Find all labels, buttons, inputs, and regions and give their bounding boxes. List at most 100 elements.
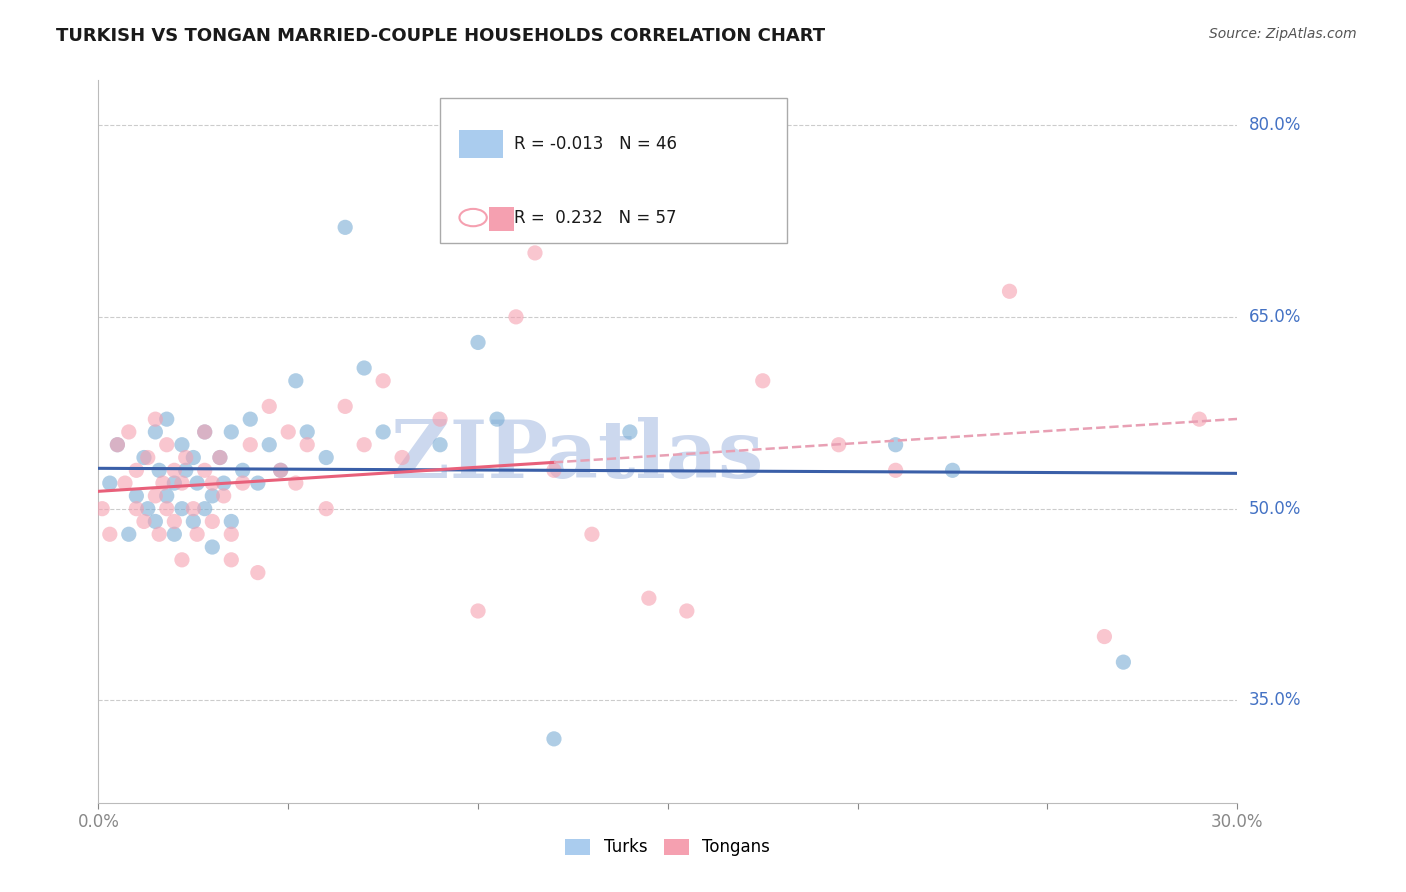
Point (145, 412, 167, 426)
Point (194, 463, 217, 477)
Point (107, 438, 129, 452)
Point (201, 489, 224, 503)
Point (270, 463, 292, 477)
Point (1188, 412, 1211, 426)
Point (246, 566, 269, 580)
Point (148, 463, 170, 477)
Point (156, 412, 179, 426)
FancyBboxPatch shape (440, 98, 787, 243)
Point (259, 400, 281, 414)
Point (125, 501, 148, 516)
Point (353, 361, 375, 376)
Point (91, 501, 114, 516)
Point (884, 438, 907, 452)
Point (118, 527, 141, 541)
Point (1094, 630, 1116, 644)
Text: R = -0.013   N = 46: R = -0.013 N = 46 (515, 135, 678, 153)
Point (284, 374, 307, 388)
Point (183, 515, 205, 529)
Point (170, 553, 193, 567)
Point (998, 285, 1021, 299)
Point (676, 604, 699, 618)
Point (429, 438, 451, 452)
Legend: Turks, Tongans: Turks, Tongans (558, 831, 778, 863)
Point (315, 450, 337, 465)
Point (201, 515, 224, 529)
FancyBboxPatch shape (489, 207, 515, 230)
Point (212, 489, 235, 503)
Point (619, 425, 641, 439)
Point (194, 425, 217, 439)
Point (524, 246, 547, 260)
Point (194, 501, 217, 516)
Point (163, 463, 186, 477)
Point (163, 515, 186, 529)
Point (638, 591, 661, 606)
Point (174, 463, 197, 477)
Point (208, 450, 231, 465)
Point (284, 476, 307, 491)
Point (170, 476, 193, 491)
Point (163, 476, 186, 491)
Point (429, 412, 451, 426)
Point (828, 438, 851, 452)
Point (270, 463, 292, 477)
Point (136, 501, 159, 516)
Point (132, 450, 155, 465)
Point (391, 450, 413, 465)
Point (136, 450, 159, 465)
Point (335, 220, 357, 235)
Point (145, 425, 167, 439)
Point (145, 489, 167, 503)
Text: R =  0.232   N = 57: R = 0.232 N = 57 (515, 209, 676, 227)
Point (246, 476, 269, 491)
Point (201, 476, 224, 491)
Point (884, 463, 907, 477)
Point (486, 412, 509, 426)
Point (543, 463, 565, 477)
Point (239, 412, 262, 426)
Point (125, 489, 148, 503)
Point (156, 438, 179, 452)
Point (221, 553, 243, 567)
Point (170, 438, 193, 452)
Point (371, 425, 394, 439)
Point (259, 438, 281, 452)
Point (107, 438, 129, 452)
Point (98, 476, 121, 491)
Text: ZIPatlas: ZIPatlas (391, 417, 763, 495)
Point (335, 400, 357, 414)
Point (221, 515, 243, 529)
Point (186, 476, 208, 491)
Point (174, 450, 197, 465)
Point (239, 438, 262, 452)
Point (297, 425, 319, 439)
Text: Source: ZipAtlas.com: Source: ZipAtlas.com (1209, 27, 1357, 41)
Point (1112, 655, 1135, 669)
Point (315, 501, 337, 516)
Point (942, 463, 965, 477)
Point (581, 527, 603, 541)
Point (277, 425, 299, 439)
Point (297, 438, 319, 452)
Point (208, 450, 231, 465)
Point (353, 438, 375, 452)
FancyBboxPatch shape (460, 130, 503, 158)
Point (212, 476, 235, 491)
Point (156, 489, 179, 503)
Point (118, 425, 141, 439)
Point (98, 527, 121, 541)
Text: TURKISH VS TONGAN MARRIED-COUPLE HOUSEHOLDS CORRELATION CHART: TURKISH VS TONGAN MARRIED-COUPLE HOUSEHO… (56, 27, 825, 45)
Point (221, 527, 243, 541)
Point (183, 501, 205, 516)
Point (152, 476, 174, 491)
Point (148, 527, 170, 541)
Point (114, 476, 136, 491)
Point (752, 374, 775, 388)
Point (467, 604, 489, 618)
Text: 50.0%: 50.0% (1249, 500, 1301, 517)
Point (145, 515, 167, 529)
Point (505, 310, 527, 324)
Text: 35.0%: 35.0% (1249, 691, 1301, 709)
Point (163, 527, 186, 541)
